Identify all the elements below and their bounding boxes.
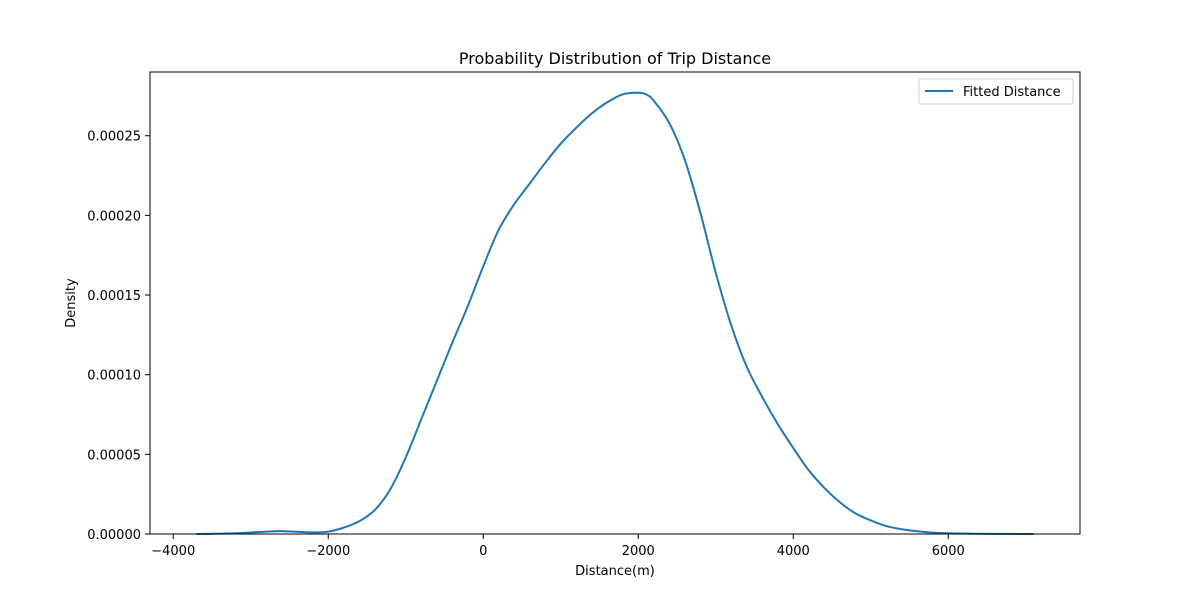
- y-axis: 0.00000 0.00005 0.00010 0.00015 0.00020 0.000…: [87, 130, 150, 543]
- y-tick-label: 0.00000: [87, 528, 141, 543]
- legend-box: [918, 78, 1074, 105]
- plot-frame: [149, 71, 1081, 535]
- legend: Fitted Distance: [918, 78, 1074, 105]
- x-tick-label: 2000: [622, 544, 655, 559]
- y-tick-label: 0.00015: [87, 289, 141, 304]
- y-axis-label: Density: [64, 278, 79, 328]
- x-tick-label: 6000: [932, 544, 965, 559]
- legend-label-fitted-distance: Fitted Distance: [963, 85, 1061, 100]
- x-tick-label: −2000: [306, 544, 350, 559]
- series-line-fitted-distance: [196, 91, 1034, 535]
- x-axis: −4000 −2000 0 2000 4000 6000: [151, 534, 965, 559]
- y-tick-label: 0.00005: [87, 448, 141, 463]
- x-tick-label: −4000: [151, 544, 195, 559]
- x-tick-label: 0: [479, 544, 487, 559]
- y-tick-label: 0.00010: [87, 369, 141, 384]
- y-tick-label: 0.00020: [87, 209, 141, 224]
- x-tick-label: 4000: [777, 544, 810, 559]
- chart-title: Probability Distribution of Trip Distanc…: [459, 49, 771, 68]
- plot-lines: [196, 91, 1034, 535]
- y-tick-label: 0.00025: [87, 130, 141, 145]
- x-axis-label: Distance(m): [575, 564, 655, 579]
